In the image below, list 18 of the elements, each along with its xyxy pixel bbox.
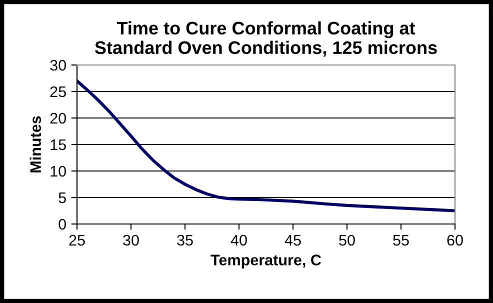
y-tick-label: 30 [50, 60, 66, 71]
x-tick-label: 50 [339, 234, 355, 246]
y-tick-label: 5 [58, 192, 66, 204]
x-axis-title: Temperature, C [210, 254, 322, 268]
x-tick-label: 30 [123, 234, 139, 246]
x-tick-label: 45 [284, 234, 301, 246]
x-tick-label: 35 [177, 234, 193, 246]
y-axis-title: Minutes [30, 116, 42, 172]
x-tick-label: 60 [447, 234, 463, 246]
x-tick-label: 55 [393, 234, 409, 246]
chart-title: Time to Cure Conformal Coating at Standard Oven Conditions, 125 microns [94, 21, 437, 57]
y-tick-label: 15 [50, 140, 66, 150]
y-tick-label: 25 [50, 86, 66, 98]
y-tick-label: 10 [50, 166, 66, 177]
y-tick-label: 20 [50, 112, 66, 124]
x-tick-label: 40 [230, 234, 247, 246]
y-tick-label: 0 [58, 218, 66, 230]
x-tick-label: 25 [69, 234, 85, 246]
